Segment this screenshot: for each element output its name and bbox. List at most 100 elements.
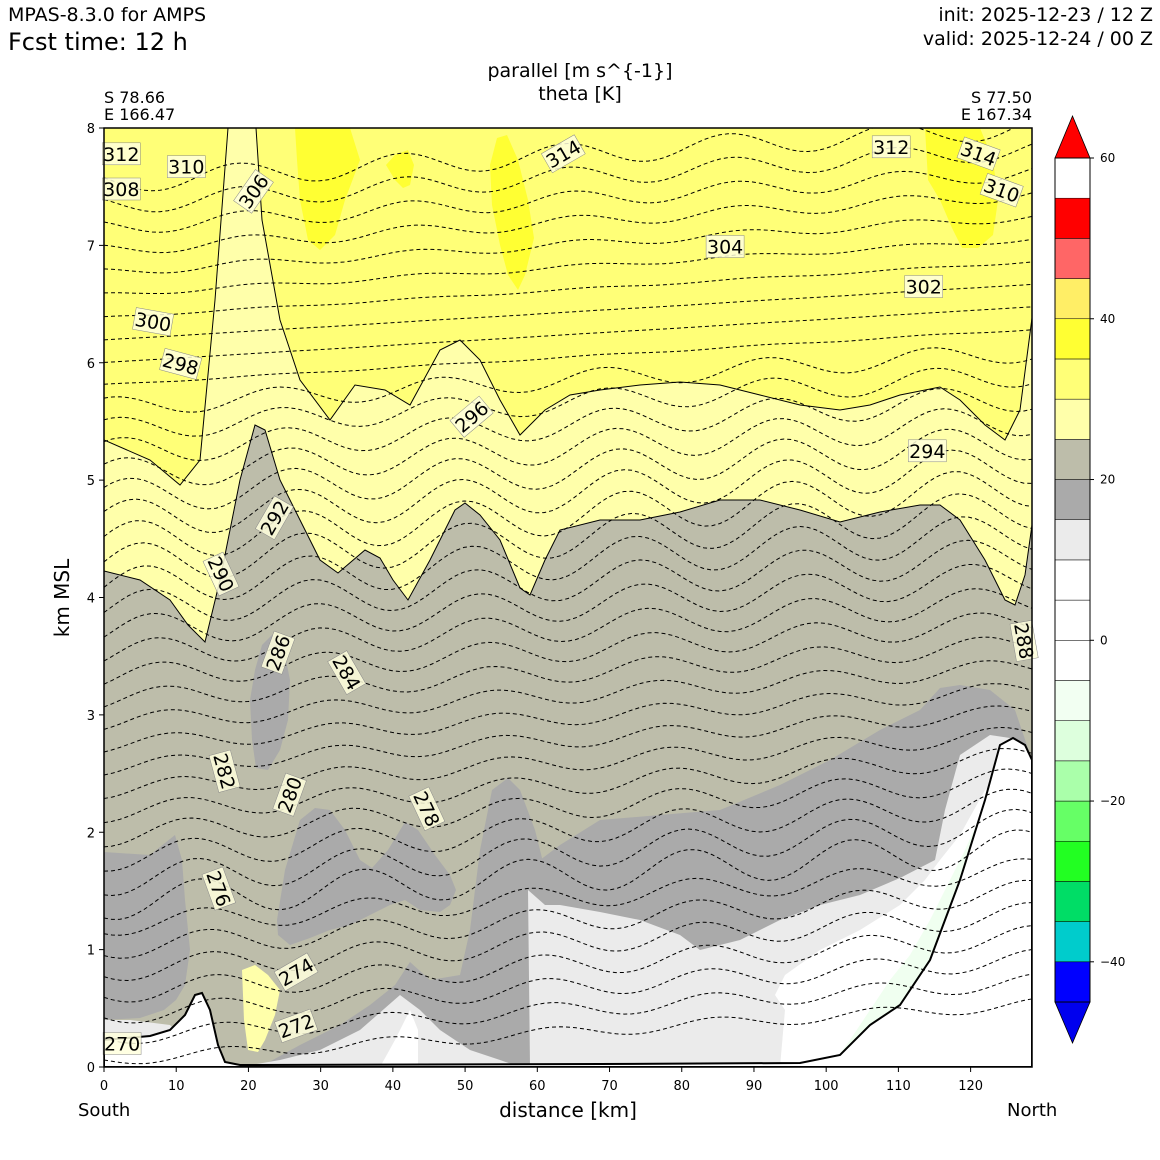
theta-label-text: 312: [873, 137, 909, 159]
colorbar-band: [1054, 238, 1091, 279]
isentrope-line: [104, 192, 1032, 254]
theta-label-box: [408, 786, 446, 832]
theta-label-box: [132, 307, 175, 337]
isentrope-line: [104, 973, 1032, 1045]
right-endpoint-coords: S 77.50 E 167.34: [961, 89, 1032, 123]
isentrope-line: [104, 563, 1032, 642]
theta-label-box: [159, 348, 203, 380]
isentrope-line: [104, 367, 1032, 437]
x-axis-label: distance [km]: [499, 1098, 637, 1122]
fill-gray-mid: [260, 778, 600, 1067]
theta-label: 308: [102, 177, 141, 201]
theta-label-box: [272, 772, 307, 817]
colorbar-max-extend: [1054, 114, 1091, 159]
theta-label: 312: [871, 135, 911, 159]
isentrope-line: [104, 879, 1032, 959]
y-tick-label: 0: [87, 1061, 95, 1076]
theta-label-box: [979, 173, 1024, 208]
x-tick-label: 110: [886, 1079, 911, 1094]
y-tick-label: 7: [87, 239, 95, 254]
theta-label: 294: [908, 439, 947, 463]
theta-label-box: [102, 1032, 142, 1055]
wind-contours: [104, 128, 1032, 643]
theta-label-box: [904, 275, 943, 298]
y-axis-ticks: 0 1 2 3 4 5 6 7 8: [87, 122, 104, 1076]
colorbar-band: [1054, 961, 1091, 1003]
isentrope-line: [104, 998, 1032, 1065]
colorbar-band: [1054, 197, 1091, 239]
colorbar-band: [1054, 760, 1091, 802]
x-tick-label: 40: [385, 1079, 402, 1094]
init-time: init: 2025-12-23 / 12 Z: [938, 4, 1153, 26]
chart-title: parallel [m s^{-1}]: [487, 60, 673, 82]
colorbar-band: [1054, 479, 1091, 520]
x-tick-label: 50: [457, 1079, 474, 1094]
colorbar-band: [1054, 680, 1091, 721]
colorbar-band: [1054, 318, 1091, 360]
isentrope-line: [104, 726, 1032, 799]
isentrope-line: [104, 768, 1032, 848]
colorbar-band: [1054, 439, 1091, 480]
isentrope-line: [104, 588, 1032, 662]
theta-label-box: [273, 952, 319, 992]
isentrope-line: [104, 705, 1032, 776]
theta-label-text: 302: [906, 277, 942, 299]
theta-label-text: 270: [104, 1034, 140, 1056]
y-tick-label: 3: [87, 709, 95, 724]
isentrope-line: [104, 829, 1032, 920]
x-tick-label: 0: [100, 1079, 108, 1094]
theta-label-box: [260, 630, 296, 675]
theta-label-text: 294: [909, 441, 945, 463]
x-tick-label: 70: [601, 1079, 618, 1094]
theta-label-box: [202, 551, 240, 597]
isentrope-line: [104, 238, 1032, 294]
fill-white-interior: [380, 760, 1032, 1067]
colorbar-band: [1054, 640, 1091, 681]
isentrope-line: [104, 902, 1032, 982]
theta-label-box: [541, 134, 586, 174]
theta-label-box: [1009, 619, 1039, 662]
isentrope-line: [104, 949, 1032, 1024]
theta-label-box: [327, 650, 367, 695]
y-tick-label: 2: [87, 826, 95, 841]
theta-label-text: 304: [707, 237, 743, 259]
isentrope-line: [104, 539, 1032, 621]
isentrope-line: [104, 925, 1032, 1003]
fill-yellow-low: [242, 965, 280, 1052]
terrain: [104, 736, 1032, 1067]
filled-regions: [104, 128, 1032, 1067]
colorbar-tick-label: 20: [1100, 473, 1115, 487]
model-name: MPAS-8.3.0 for AMPS: [8, 4, 207, 26]
theta-label-box: [705, 235, 745, 258]
colorbar-min-extend: [1054, 1001, 1091, 1045]
theta-label: 312: [102, 142, 141, 166]
theta-label-box: [102, 142, 141, 166]
fill-yellow-speck: [386, 150, 414, 188]
isentrope-line: [104, 612, 1032, 685]
theta-label-box: [908, 439, 947, 463]
colorbar-frame: [1054, 157, 1091, 1003]
colorbar-band: [1054, 278, 1091, 320]
isentrope-line: [104, 347, 1032, 413]
colorbar-tick-label: −40: [1100, 955, 1125, 969]
isentrope-line: [104, 388, 1032, 462]
theta-label: 310: [167, 155, 206, 179]
isentrope-line: [104, 516, 1032, 601]
colorbar-band: [1054, 559, 1091, 601]
fill-yellow-upper-left: [295, 128, 360, 250]
colorbar-tick-label: 60: [1100, 151, 1115, 165]
isentrope-line: [104, 215, 1032, 274]
colorbar-band: [1054, 800, 1091, 842]
isentrope-line: [104, 329, 1032, 385]
colorbar-band: [1054, 398, 1091, 440]
theta-label-box: [255, 495, 294, 540]
colorbar-band: [1054, 921, 1091, 963]
chart-subtitle: theta [K]: [538, 83, 622, 105]
colorbar-band: [1054, 358, 1091, 400]
y-tick-label: 5: [87, 474, 95, 489]
x-tick-label: 30: [312, 1079, 329, 1094]
x-axis-ticks: 0 10 20 30 40 50 60 70 80 90 100 110 120: [100, 1067, 983, 1094]
colorbar-tick-label: 40: [1100, 312, 1115, 326]
